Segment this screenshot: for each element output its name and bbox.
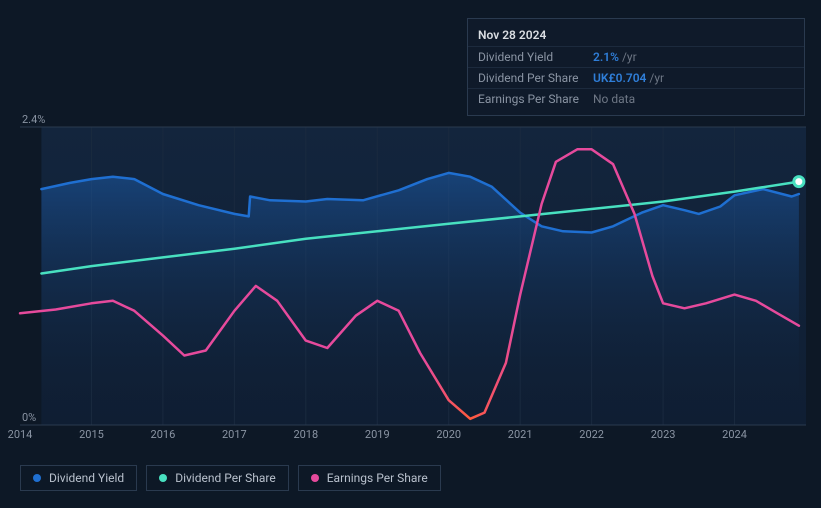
tooltip-row-label: Dividend Per Share xyxy=(478,71,593,85)
tooltip-row-unit: /yr xyxy=(622,50,637,64)
y-axis-label: 2.4% xyxy=(22,113,45,126)
x-axis-label: 2022 xyxy=(579,428,604,441)
chart-container: Past 2.4%0% 2014201520162017201820192020… xyxy=(20,105,806,440)
tooltip-row-value: 2.1% xyxy=(593,50,619,64)
tooltip-row: Dividend Per ShareUK£0.704/yr xyxy=(468,67,804,88)
x-axis-label: 2023 xyxy=(651,428,676,441)
legend-dot-icon xyxy=(33,474,41,482)
tooltip-row-label: Earnings Per Share xyxy=(478,92,593,106)
line-chart xyxy=(20,127,806,425)
legend-item[interactable]: Earnings Per Share xyxy=(298,465,441,491)
tooltip-row: Dividend Yield2.1%/yr xyxy=(468,46,804,67)
tooltip-row-label: Dividend Yield xyxy=(478,50,593,64)
legend-dot-icon xyxy=(311,474,319,482)
x-axis-label: 2019 xyxy=(365,428,390,441)
tooltip-nodata: No data xyxy=(593,92,635,106)
chart-legend: Dividend Yield Dividend Per Share Earnings… xyxy=(20,465,441,491)
legend-item[interactable]: Dividend Yield xyxy=(20,465,137,491)
tooltip-row-value: UK£0.704 xyxy=(593,71,646,85)
data-tooltip: Nov 28 2024 Dividend Yield2.1%/yrDividen… xyxy=(467,18,805,116)
tooltip-date: Nov 28 2024 xyxy=(468,25,804,46)
x-axis-label: 2018 xyxy=(293,428,318,441)
legend-dot-icon xyxy=(159,474,167,482)
legend-label: Dividend Per Share xyxy=(175,471,276,485)
x-axis-label: 2024 xyxy=(722,428,747,441)
legend-item[interactable]: Dividend Per Share xyxy=(146,465,289,491)
x-axis-label: 2014 xyxy=(8,428,33,441)
x-axis-label: 2017 xyxy=(222,428,247,441)
x-axis-label: 2016 xyxy=(151,428,176,441)
x-axis-label: 2020 xyxy=(436,428,461,441)
x-axis-label: 2015 xyxy=(79,428,104,441)
tooltip-row-unit: /yr xyxy=(649,71,664,85)
x-axis-label: 2021 xyxy=(508,428,533,441)
legend-label: Dividend Yield xyxy=(49,471,124,485)
series-end-marker xyxy=(794,177,804,187)
legend-label: Earnings Per Share xyxy=(327,471,428,485)
